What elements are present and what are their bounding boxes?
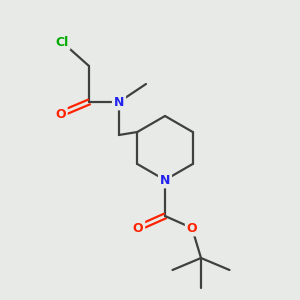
Text: N: N [160,173,170,187]
Text: O: O [187,221,197,235]
Text: Cl: Cl [56,35,69,49]
Text: O: O [55,107,66,121]
Text: N: N [114,95,124,109]
Text: O: O [133,221,143,235]
